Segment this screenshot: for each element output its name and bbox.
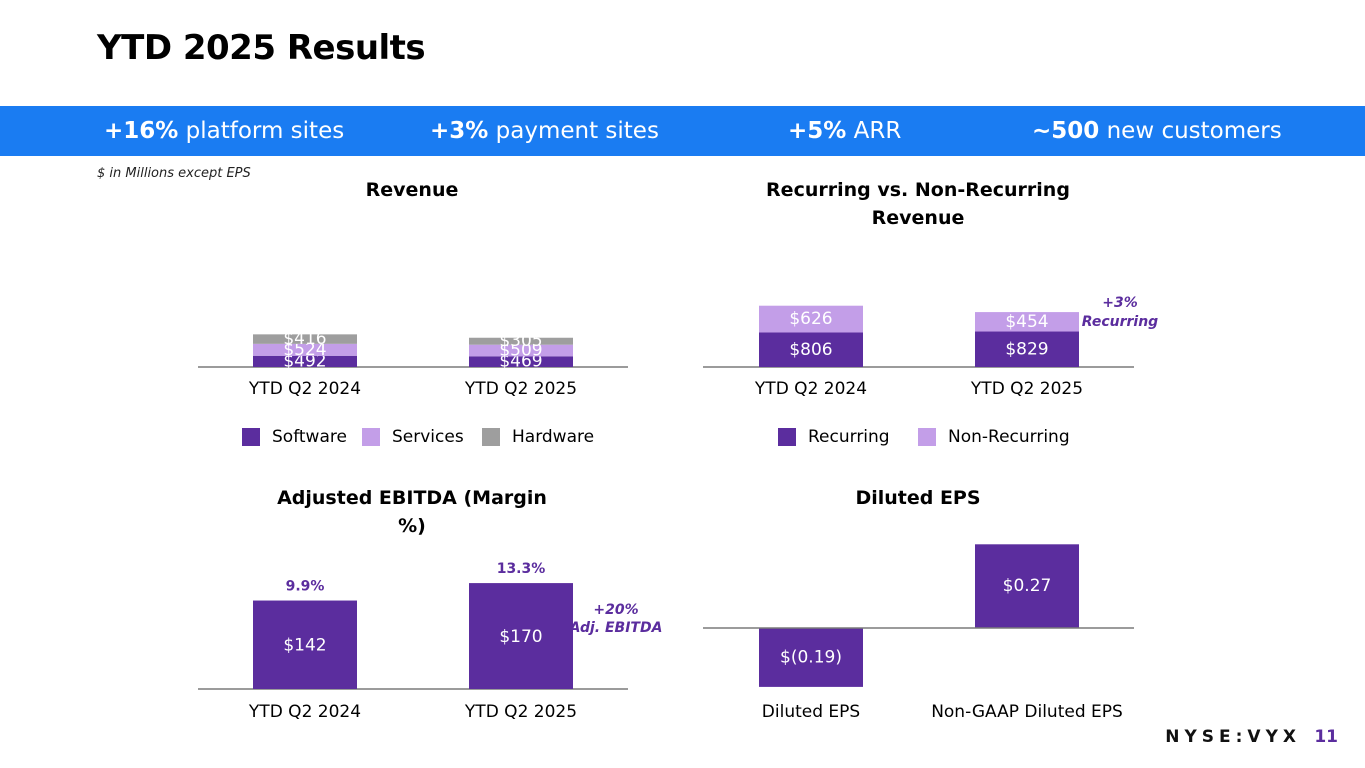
kpi-new-customers: ~500 new customers <box>1032 106 1282 156</box>
ebitda-chart-title: Adjusted EBITDA (Margin %) <box>277 487 547 537</box>
legend-swatch-hardware <box>482 428 500 446</box>
growth-annotation: +20% <box>593 602 638 618</box>
kpi-label: ARR <box>853 118 902 144</box>
margin-label: 9.9% <box>286 579 325 595</box>
page-title: YTD 2025 Results <box>97 28 426 68</box>
x-tick-label: YTD Q2 2024 <box>248 379 361 399</box>
data-label: $524 <box>283 340 326 360</box>
kpi-value: +3% <box>430 118 489 144</box>
revenue-chart-title: Revenue <box>365 179 459 201</box>
bar-services-1 <box>469 344 573 357</box>
growth-annotation: Recurring <box>1082 314 1158 330</box>
x-tick-label: YTD Q2 2025 <box>464 379 577 399</box>
bar-software-0 <box>253 355 357 367</box>
data-label: $806 <box>789 340 832 360</box>
bar-recurring-1 <box>975 331 1079 367</box>
growth-annotation: Adj. EBITDA <box>569 620 663 636</box>
data-label: $492 <box>283 351 326 371</box>
x-tick-label: YTD Q2 2024 <box>754 379 867 399</box>
x-tick-label: Diluted EPS <box>762 702 860 722</box>
legend-swatch-non-recurring <box>918 428 936 446</box>
bar-services-0 <box>253 343 357 356</box>
legend-swatch-software <box>242 428 260 446</box>
x-tick-label: YTD Q2 2024 <box>248 702 361 722</box>
data-label: $0.27 <box>1003 576 1052 596</box>
data-label: $(0.19) <box>780 647 842 667</box>
bar-ebitda-0 <box>253 600 357 689</box>
eps-chart-title: Diluted EPS <box>855 487 981 509</box>
x-tick-label: YTD Q2 2025 <box>464 702 577 722</box>
growth-annotation: +3% <box>1102 295 1138 311</box>
legend-label: Software <box>272 427 347 447</box>
bar-non-recurring-1 <box>975 312 1079 332</box>
kpi-label: platform sites <box>185 118 345 144</box>
page-number: 11 <box>1314 727 1338 747</box>
bar-ebitda-1 <box>469 583 573 689</box>
x-tick-label: YTD Q2 2025 <box>970 379 1083 399</box>
bar-hardware-1 <box>469 337 573 345</box>
bar-non-recurring-0 <box>759 305 863 333</box>
bar-eps-1 <box>975 544 1079 628</box>
data-label: $416 <box>283 329 326 349</box>
bar-hardware-0 <box>253 334 357 344</box>
legend-label: Services <box>392 427 464 447</box>
data-label: $509 <box>499 341 542 361</box>
ticker-logo: NYSE:VYX <box>1165 727 1301 747</box>
data-label: $829 <box>1005 339 1048 359</box>
legend-swatch-services <box>362 428 380 446</box>
bar-eps-0 <box>759 628 863 687</box>
units-note: $ in Millions except EPS <box>97 166 251 181</box>
legend-label: Recurring <box>808 427 890 447</box>
kpi-label: payment sites <box>495 118 659 144</box>
data-label: $454 <box>1005 312 1048 332</box>
data-label: $626 <box>789 309 832 329</box>
data-label: $170 <box>499 627 542 647</box>
kpi-arr: +5% ARR <box>788 106 901 156</box>
x-tick-label: Non-GAAP Diluted EPS <box>931 702 1123 722</box>
legend-swatch-recurring <box>778 428 796 446</box>
bar-software-1 <box>469 356 573 367</box>
margin-label: 13.3% <box>497 561 546 577</box>
bar-recurring-0 <box>759 332 863 367</box>
legend-label: Hardware <box>512 427 594 447</box>
kpi-value: +16% <box>104 118 179 144</box>
data-label: $469 <box>499 352 542 372</box>
data-label: $142 <box>283 636 326 656</box>
kpi-value: ~500 <box>1032 118 1100 144</box>
kpi-value: +5% <box>788 118 847 144</box>
kpi-banner: +16% platform sites +3% payment sites +5… <box>0 106 1365 156</box>
kpi-label: new customers <box>1106 118 1282 144</box>
kpi-payment-sites: +3% payment sites <box>430 106 659 156</box>
kpi-platform-sites: +16% platform sites <box>104 106 344 156</box>
data-label: $305 <box>499 331 542 351</box>
recurring-chart-title: Recurring vs. Non-Recurring Revenue <box>766 179 1070 229</box>
legend-label: Non-Recurring <box>948 427 1070 447</box>
